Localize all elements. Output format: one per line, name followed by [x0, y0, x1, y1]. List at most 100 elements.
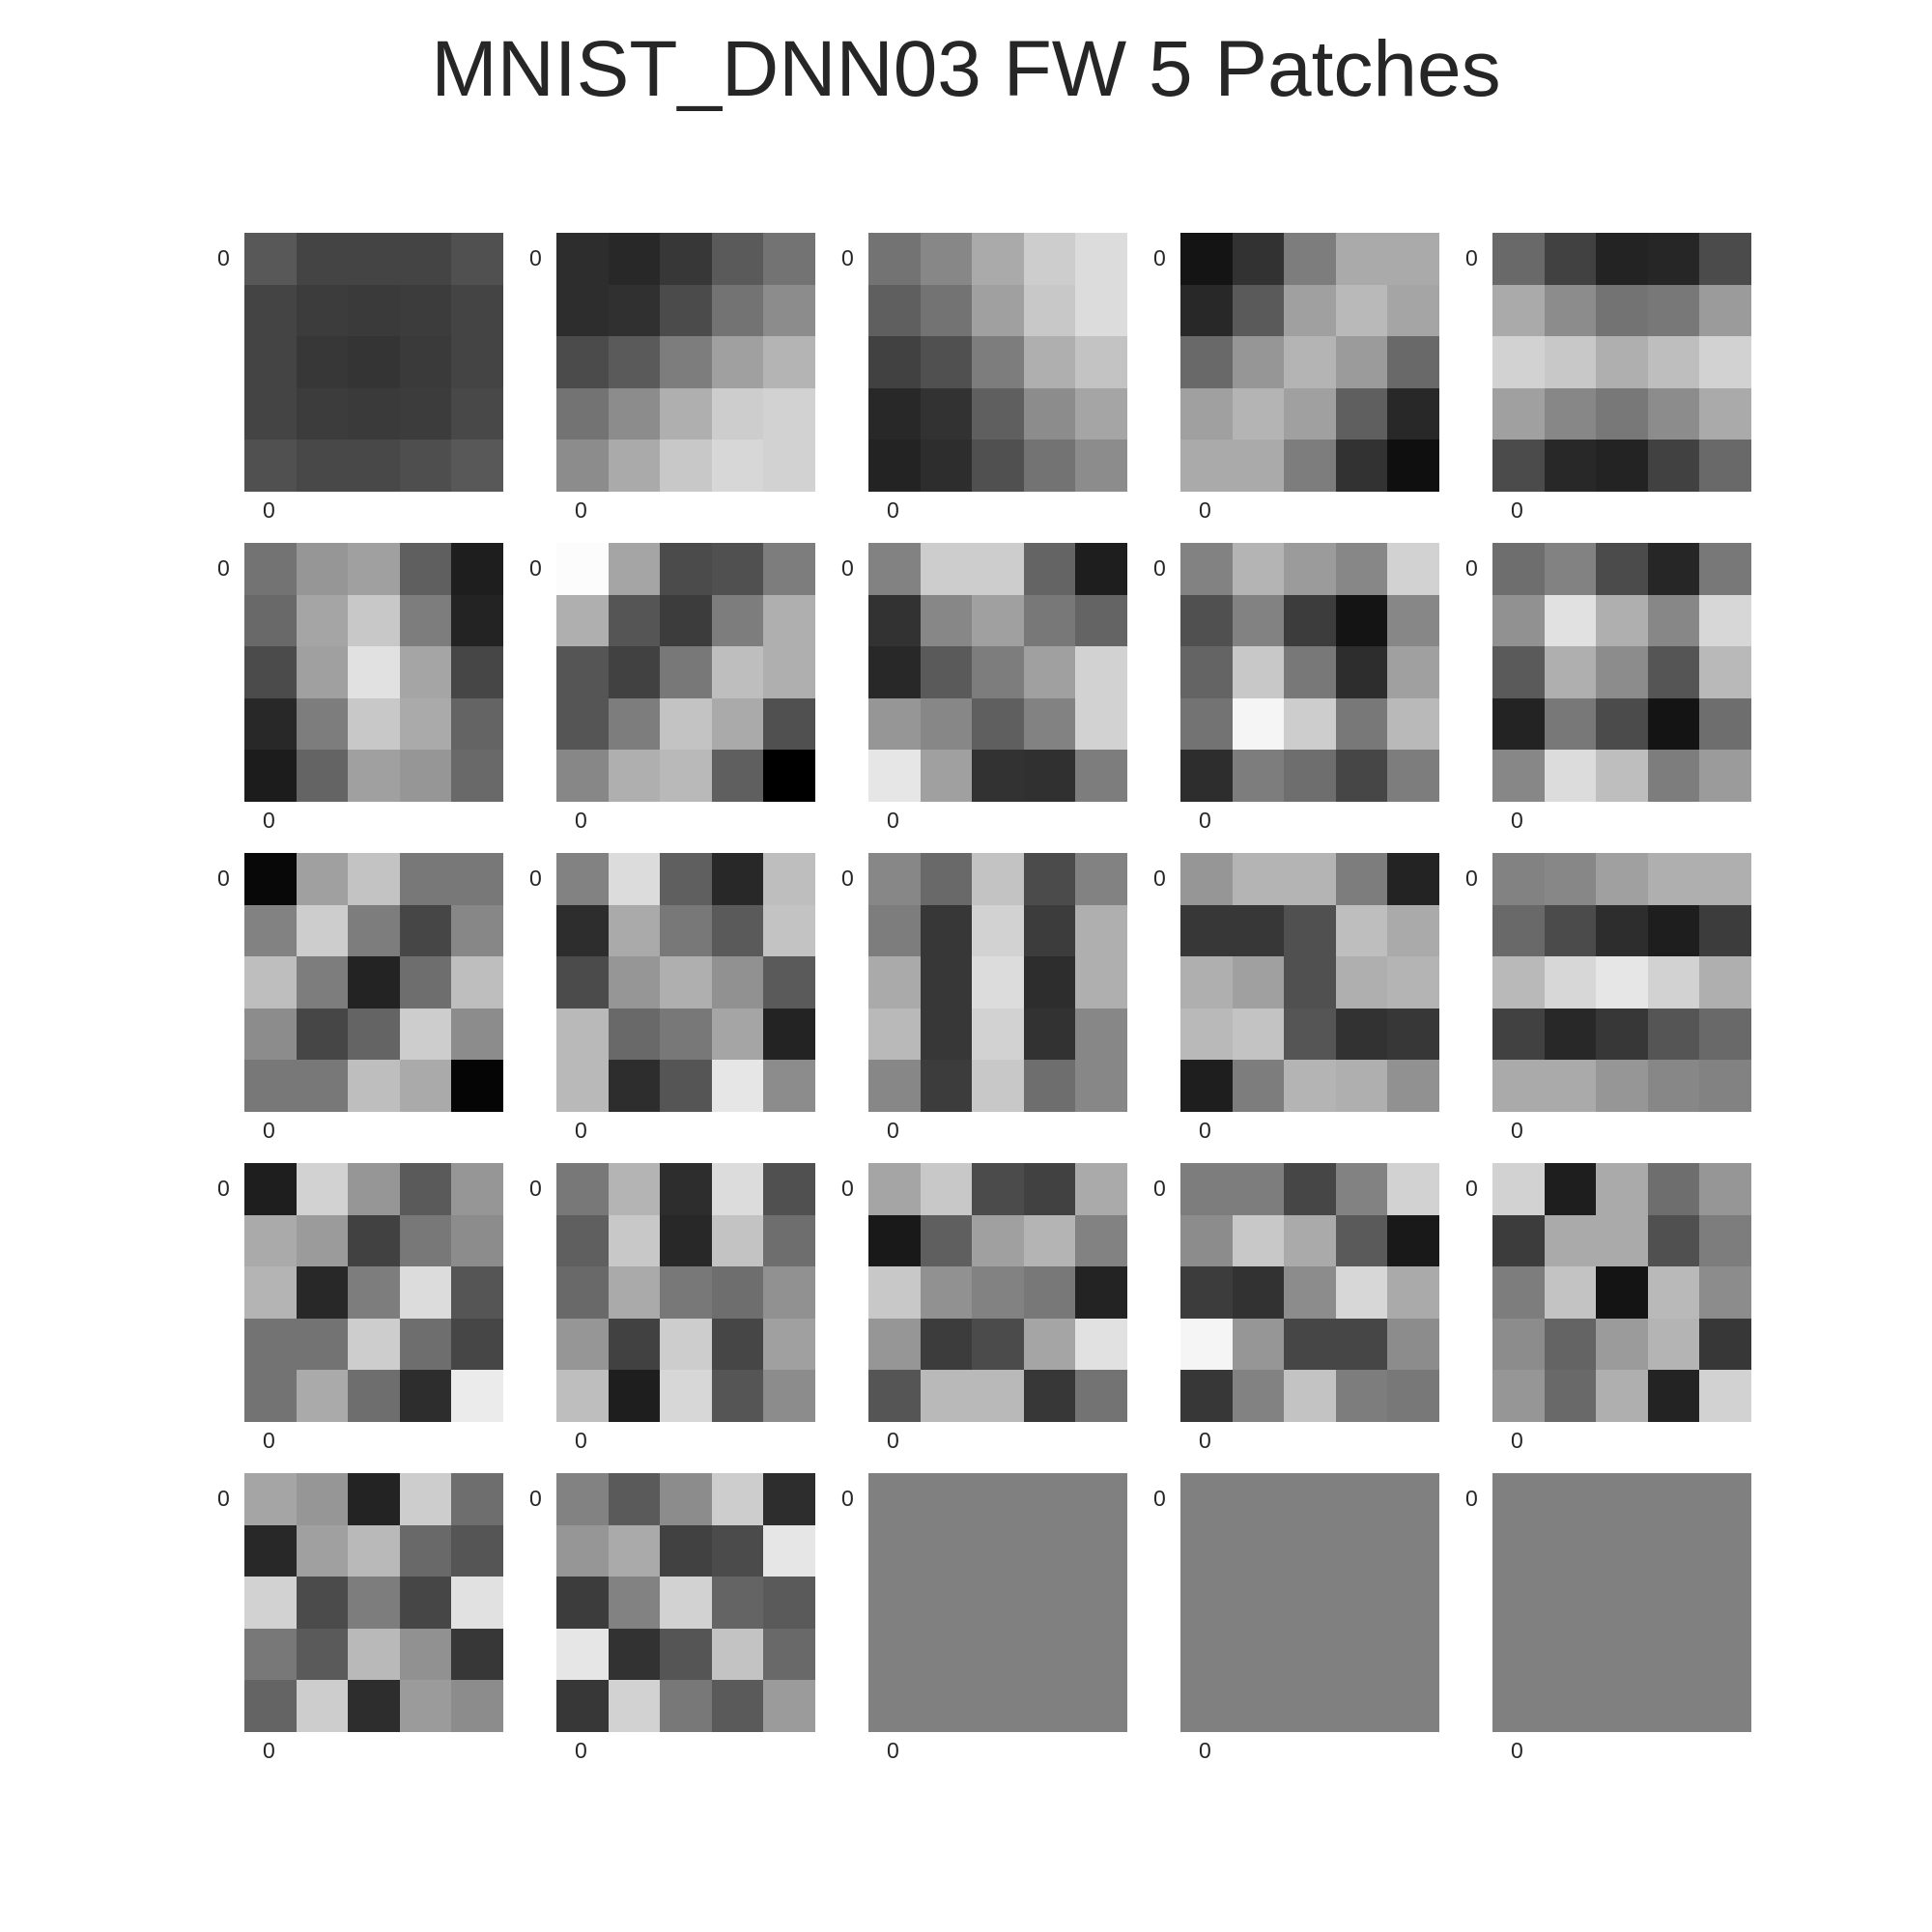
- patch-17: [556, 1163, 815, 1422]
- patch-14-xtick: 0: [1199, 1118, 1211, 1143]
- patch-7-cell-1-0: [556, 594, 609, 647]
- patch-12-cell-4-3: [711, 1060, 764, 1112]
- patch-24-ytick: 0: [1153, 1486, 1166, 1511]
- patch-8-cell-0-1: [920, 543, 973, 595]
- patch-23-cell-1-2: [972, 1524, 1024, 1577]
- patch-12-cell-4-1: [608, 1060, 661, 1112]
- patch-19-cell-3-3: [1335, 1318, 1388, 1371]
- patch-15-cell-3-3: [1647, 1008, 1700, 1061]
- patch-6-cell-4-4: [451, 750, 503, 802]
- patch-20-cell-0-0: [1492, 1163, 1545, 1215]
- patch-9-cell-4-4: [1387, 750, 1439, 802]
- patch-25-cell-2-3: [1647, 1577, 1700, 1629]
- patch-25-cell-3-0: [1492, 1628, 1545, 1681]
- patch-11-cell-3-4: [451, 1008, 503, 1061]
- patch-9-xtick: 0: [1199, 808, 1211, 833]
- patch-17-cell-2-0: [556, 1266, 609, 1319]
- patch-21-cell-2-3: [399, 1577, 452, 1629]
- patch-14-cell-4-1: [1232, 1060, 1285, 1112]
- patch-23-cell-0-2: [972, 1473, 1024, 1525]
- patch-7-cell-4-0: [556, 750, 609, 802]
- patch-15-cell-0-3: [1647, 853, 1700, 905]
- patch-9-cell-2-1: [1232, 646, 1285, 698]
- patch-13-cell-0-0: [868, 853, 921, 905]
- patch-2-cell-1-0: [556, 284, 609, 337]
- patch-24-cell-3-1: [1232, 1628, 1285, 1681]
- patch-14-cell-0-3: [1335, 853, 1388, 905]
- patch-6-cell-1-2: [348, 594, 400, 647]
- patch-10-cell-3-4: [1699, 697, 1751, 751]
- patch-17-cell-0-4: [763, 1163, 815, 1215]
- patch-24-cell-1-4: [1387, 1524, 1439, 1577]
- patch-8-cell-3-0: [868, 697, 921, 751]
- patch-13-cell-4-2: [972, 1060, 1024, 1112]
- patch-1-cell-4-3: [399, 440, 452, 492]
- patch-24-cell-2-3: [1335, 1577, 1388, 1629]
- patch-6-cell-3-1: [296, 697, 349, 751]
- patch-6-cell-1-3: [399, 594, 452, 647]
- patch-4-cell-2-2: [1284, 336, 1336, 388]
- patch-11-cell-3-1: [296, 1008, 349, 1061]
- patch-16-cell-0-2: [348, 1163, 400, 1215]
- patch-15-cell-3-0: [1492, 1008, 1545, 1061]
- patch-8-cell-1-2: [972, 594, 1024, 647]
- patch-13-cell-1-0: [868, 904, 921, 957]
- patch-2-ytick: 0: [529, 245, 542, 270]
- patch-4-cell-2-4: [1387, 336, 1439, 388]
- patch-9-cell-2-0: [1180, 646, 1233, 698]
- patch-16-cell-3-1: [296, 1318, 349, 1371]
- patch-6-cell-3-2: [348, 697, 400, 751]
- patch-13-cell-2-1: [920, 956, 973, 1009]
- patch-10-cell-0-4: [1699, 543, 1751, 595]
- patch-23-cell-0-3: [1023, 1473, 1076, 1525]
- patch-4-ytick: 0: [1153, 245, 1166, 270]
- patch-19-cell-1-0: [1180, 1214, 1233, 1267]
- patch-18-cell-2-3: [1023, 1266, 1076, 1319]
- patch-2-cell-4-0: [556, 440, 609, 492]
- patch-4-cell-4-2: [1284, 440, 1336, 492]
- patch-25-cell-1-2: [1596, 1524, 1648, 1577]
- patch-8-cell-4-0: [868, 750, 921, 802]
- patch-25-cell-1-4: [1699, 1524, 1751, 1577]
- chart-title: MNIST_DNN03 FW 5 Patches: [431, 25, 1501, 113]
- patch-21-cell-4-3: [399, 1680, 452, 1732]
- patch-24-cell-3-0: [1180, 1628, 1233, 1681]
- patch-14-cell-4-2: [1284, 1060, 1336, 1112]
- patch-2-cell-0-1: [608, 233, 661, 285]
- patch-23-cell-0-0: [868, 1473, 921, 1525]
- patch-16-cell-0-3: [399, 1163, 452, 1215]
- patch-18-cell-2-4: [1075, 1266, 1127, 1319]
- patch-10-cell-4-0: [1492, 750, 1545, 802]
- patch-15-cell-4-1: [1544, 1060, 1597, 1112]
- patch-12-cell-0-2: [660, 853, 712, 905]
- patch-3-cell-3-0: [868, 387, 921, 440]
- patch-5-cell-2-4: [1699, 336, 1751, 388]
- patch-22-ytick: 0: [529, 1486, 542, 1511]
- patch-13-cell-2-3: [1023, 956, 1076, 1009]
- patch-1-cell-3-3: [399, 387, 452, 440]
- patch-5-ytick: 0: [1465, 245, 1478, 270]
- patch-19-cell-4-0: [1180, 1370, 1233, 1422]
- patch-7-cell-3-0: [556, 697, 609, 751]
- patch-13-cell-0-1: [920, 853, 973, 905]
- patch-22-cell-3-2: [660, 1628, 712, 1681]
- patch-1-cell-0-3: [399, 233, 452, 285]
- patch-13-cell-3-0: [868, 1008, 921, 1061]
- patch-17-ytick: 0: [529, 1176, 542, 1201]
- patch-5-cell-1-1: [1544, 284, 1597, 337]
- patch-12-cell-4-2: [660, 1060, 712, 1112]
- patch-18-cell-1-3: [1023, 1214, 1076, 1267]
- patch-3-cell-2-0: [868, 336, 921, 388]
- patch-10-cell-1-4: [1699, 594, 1751, 647]
- patch-21-cell-4-1: [296, 1680, 349, 1732]
- patch-2-cell-2-3: [711, 336, 764, 388]
- patch-14-cell-2-3: [1335, 956, 1388, 1009]
- patch-9-cell-1-3: [1335, 594, 1388, 647]
- patch-23-cell-3-4: [1075, 1628, 1127, 1681]
- patch-2-cell-4-1: [608, 440, 661, 492]
- patch-9-cell-3-1: [1232, 697, 1285, 751]
- patch-17-cell-3-2: [660, 1318, 712, 1371]
- patch-23-cell-2-4: [1075, 1577, 1127, 1629]
- patch-10-cell-2-1: [1544, 646, 1597, 698]
- patch-19-cell-4-4: [1387, 1370, 1439, 1422]
